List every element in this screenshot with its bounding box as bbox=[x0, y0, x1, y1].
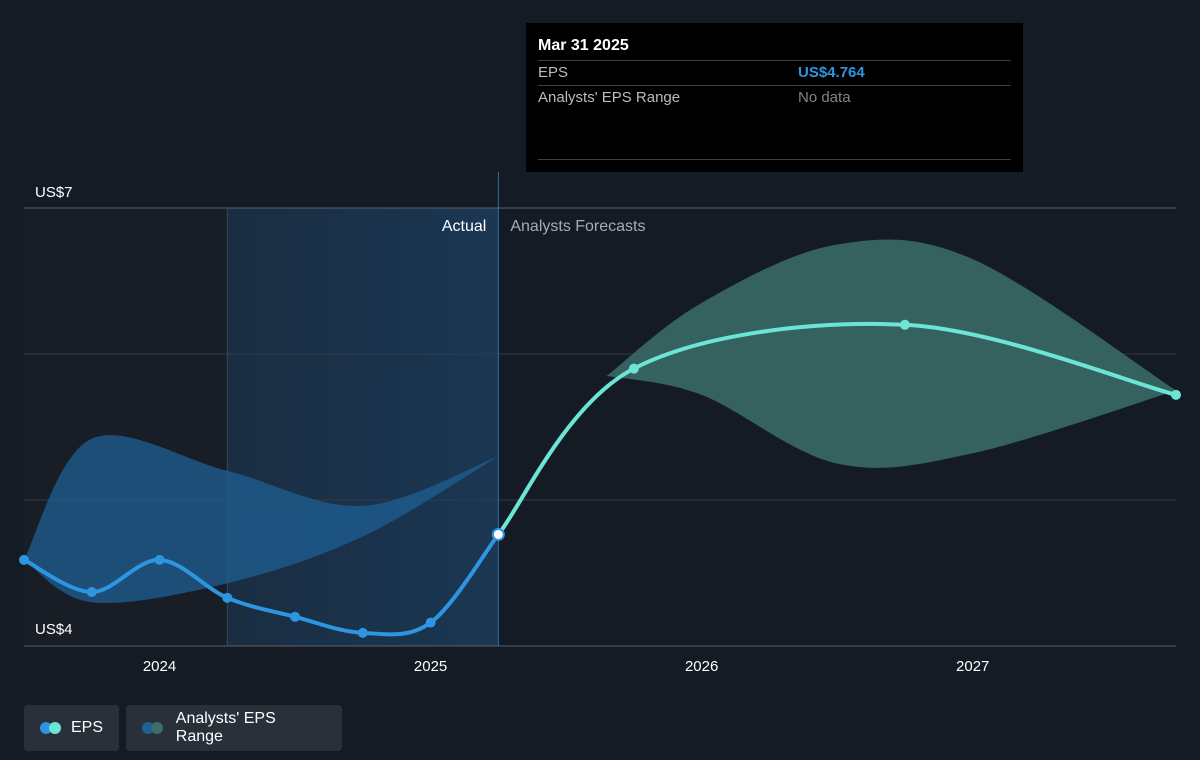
eps-point[interactable] bbox=[1171, 389, 1181, 400]
eps-point[interactable] bbox=[491, 527, 505, 541]
legend-item-eps-range[interactable]: Analysts' EPS Range bbox=[126, 705, 342, 751]
eps-point[interactable] bbox=[154, 554, 165, 565]
eps-point[interactable] bbox=[290, 611, 301, 622]
tooltip-eps-label: EPS bbox=[538, 64, 569, 81]
tooltip-range-value: No data bbox=[798, 89, 851, 106]
eps-point[interactable] bbox=[86, 586, 97, 597]
tooltip-divider bbox=[538, 159, 1011, 160]
eps-range-areas bbox=[24, 239, 1176, 603]
x-tick-label-2025: 2025 bbox=[414, 658, 447, 675]
highlight-band bbox=[227, 208, 499, 646]
x-tick-label-2024: 2024 bbox=[143, 658, 176, 675]
actual-label: Actual bbox=[442, 218, 486, 235]
y-tick-label-top: US$7 bbox=[35, 184, 73, 201]
eps-legend-dots-icon bbox=[40, 722, 61, 734]
eps-points[interactable] bbox=[19, 319, 1181, 638]
y-tick-label-bottom: US$4 bbox=[35, 621, 73, 638]
eps-point[interactable] bbox=[222, 592, 233, 603]
tooltip-divider bbox=[538, 60, 1011, 61]
eps-point[interactable] bbox=[628, 363, 639, 374]
eps-range-area-actual bbox=[24, 435, 499, 603]
tooltip-date: Mar 31 2025 bbox=[538, 37, 629, 54]
tooltip-range-label: Analysts' EPS Range bbox=[538, 89, 681, 106]
tooltip-divider bbox=[538, 85, 1011, 86]
legend-item-eps[interactable]: EPS bbox=[24, 705, 119, 751]
eps-point[interactable] bbox=[425, 617, 436, 628]
eps-point[interactable] bbox=[899, 319, 910, 330]
legend-range-label: Analysts' EPS Range bbox=[175, 710, 276, 745]
forecast-label: Analysts Forecasts bbox=[510, 218, 645, 235]
eps-line-forecast bbox=[496, 321, 1178, 537]
range-legend-dots-icon bbox=[142, 722, 166, 734]
x-tick-label-2027: 2027 bbox=[956, 658, 989, 675]
data-tooltip: Mar 31 2025 EPS US$4.764 Analysts' EPS R… bbox=[526, 23, 1023, 172]
eps-point[interactable] bbox=[357, 627, 368, 638]
eps-point[interactable] bbox=[19, 554, 29, 565]
x-tick-label-2026: 2026 bbox=[685, 658, 718, 675]
tooltip-eps-value: US$4.764 bbox=[798, 64, 865, 81]
legend-eps-label: EPS bbox=[70, 719, 103, 736]
eps-range-area-forecast bbox=[606, 239, 1176, 468]
